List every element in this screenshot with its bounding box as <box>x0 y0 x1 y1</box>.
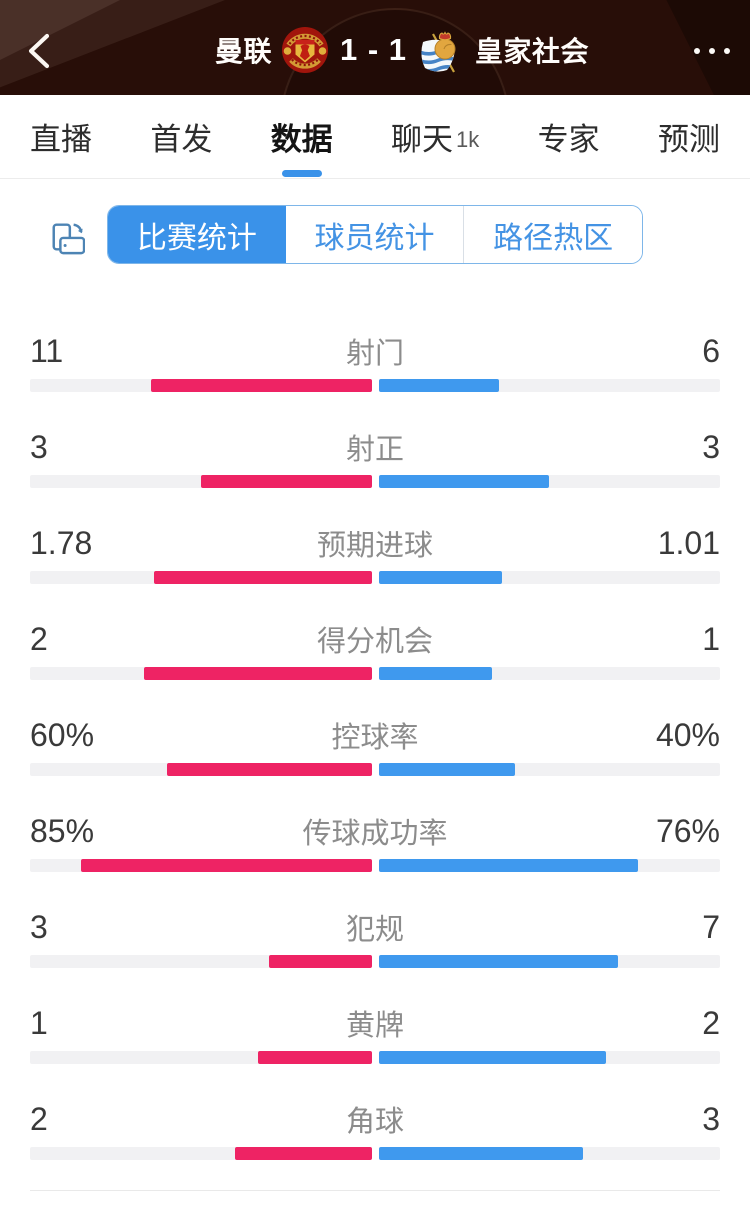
home-value: 11 <box>30 332 64 369</box>
stat-row-shots: 11 射门 6 <box>30 302 720 398</box>
back-button[interactable] <box>24 32 54 70</box>
stat-row-pass-accuracy: 85% 传球成功率 76% <box>30 782 720 878</box>
away-bar <box>378 379 499 392</box>
segment-heatmap[interactable]: 路径热区 <box>463 206 642 263</box>
stat-bars <box>30 571 720 584</box>
away-value: 1.01 <box>657 524 720 561</box>
tab-predict[interactable]: 预测 <box>657 122 720 157</box>
stat-bars <box>30 475 720 488</box>
stats-filter-row: 比赛统计 球员统计 路径热区 <box>0 205 750 264</box>
stat-label: 黄牌 <box>345 1010 405 1042</box>
away-bar <box>378 667 493 680</box>
away-bar <box>378 1051 607 1064</box>
stat-row-fouls: 3 犯规 7 <box>30 878 720 974</box>
segment-match-stats[interactable]: 比赛统计 <box>108 206 286 263</box>
home-team-name: 曼联 <box>214 35 272 67</box>
chevron-left-icon <box>28 33 50 69</box>
stat-bars <box>30 1051 720 1064</box>
stat-label: 射门 <box>345 338 405 370</box>
away-value: 3 <box>702 428 720 465</box>
stat-label: 预期进球 <box>316 530 434 562</box>
stat-row-shots-on-target: 3 射正 3 <box>30 398 720 494</box>
home-bar <box>81 859 372 872</box>
tab-live[interactable]: 直播 <box>30 122 92 157</box>
stat-label: 射正 <box>345 434 405 466</box>
rotate-screen-icon[interactable] <box>49 219 85 255</box>
away-bar <box>378 571 503 584</box>
stat-row-yellow-cards: 1 黄牌 2 <box>30 974 720 1070</box>
stat-bars <box>30 1147 720 1160</box>
more-menu-button[interactable] <box>692 38 732 64</box>
stat-label: 得分机会 <box>316 626 434 658</box>
away-value: 2 <box>702 1004 720 1041</box>
match-stats-list: 11 射门 6 3 射正 3 1.78 预期进球 1.01 <box>30 302 720 1166</box>
home-bar <box>153 571 372 584</box>
home-bar <box>150 379 372 392</box>
away-bar <box>378 859 639 872</box>
home-bar <box>143 667 372 680</box>
home-value: 85% <box>30 812 95 849</box>
home-value: 60% <box>30 716 95 753</box>
tab-chat[interactable]: 聊天 1k <box>391 122 480 157</box>
segment-player-stats[interactable]: 球员统计 <box>285 206 464 263</box>
away-bar <box>378 475 550 488</box>
away-value: 1 <box>702 620 720 657</box>
stat-row-corners: 2 角球 3 <box>30 1070 720 1166</box>
stat-row-possession: 60% 控球率 40% <box>30 686 720 782</box>
match-tabbar: 直播 首发 数据 聊天 1k 专家 预测 <box>0 95 750 179</box>
stat-label: 角球 <box>345 1106 405 1138</box>
stat-row-big-chances: 2 得分机会 1 <box>30 590 720 686</box>
away-value: 6 <box>702 332 720 369</box>
stat-label: 犯规 <box>345 914 405 946</box>
away-value: 7 <box>702 908 720 945</box>
home-bar <box>200 475 372 488</box>
match-score: 1 - 1 <box>339 31 408 67</box>
stat-label: 传球成功率 <box>302 818 448 850</box>
home-value: 1.78 <box>30 524 93 561</box>
stat-bars <box>30 859 720 872</box>
match-header: 曼联 1 - 1 皇家社会 <box>0 0 750 95</box>
bottom-divider <box>30 1190 720 1191</box>
away-value: 76% <box>655 812 720 849</box>
stat-bars <box>30 955 720 968</box>
away-team-name: 皇家社会 <box>475 35 590 67</box>
home-bar <box>234 1147 372 1160</box>
stat-row-expected-goals: 1.78 预期进球 1.01 <box>30 494 720 590</box>
ellipsis-icon <box>694 48 700 54</box>
tab-experts[interactable]: 专家 <box>537 122 600 157</box>
away-value: 40% <box>655 716 720 753</box>
away-value: 3 <box>702 1100 720 1137</box>
stat-bars <box>30 667 720 680</box>
home-team-crest-icon <box>281 26 328 73</box>
stat-label: 控球率 <box>331 722 419 754</box>
away-team-crest-icon <box>421 30 456 73</box>
chat-count-badge: 1k <box>456 126 480 152</box>
home-value: 2 <box>30 1100 48 1137</box>
stats-segment-group: 比赛统计 球员统计 路径热区 <box>107 205 643 264</box>
away-bar <box>378 763 516 776</box>
home-value: 2 <box>30 620 48 657</box>
home-value: 3 <box>30 428 48 465</box>
tab-lineup[interactable]: 首发 <box>150 122 213 157</box>
home-bar <box>269 955 372 968</box>
home-value: 3 <box>30 908 48 945</box>
home-bar <box>166 763 372 776</box>
home-value: 1 <box>30 1004 48 1041</box>
stat-bars <box>30 763 720 776</box>
stat-bars <box>30 379 720 392</box>
tab-data[interactable]: 数据 <box>271 95 333 178</box>
away-bar <box>378 1147 584 1160</box>
match-title: 曼联 1 - 1 皇家社会 <box>27 2 750 95</box>
home-bar <box>257 1051 372 1064</box>
away-bar <box>378 955 618 968</box>
